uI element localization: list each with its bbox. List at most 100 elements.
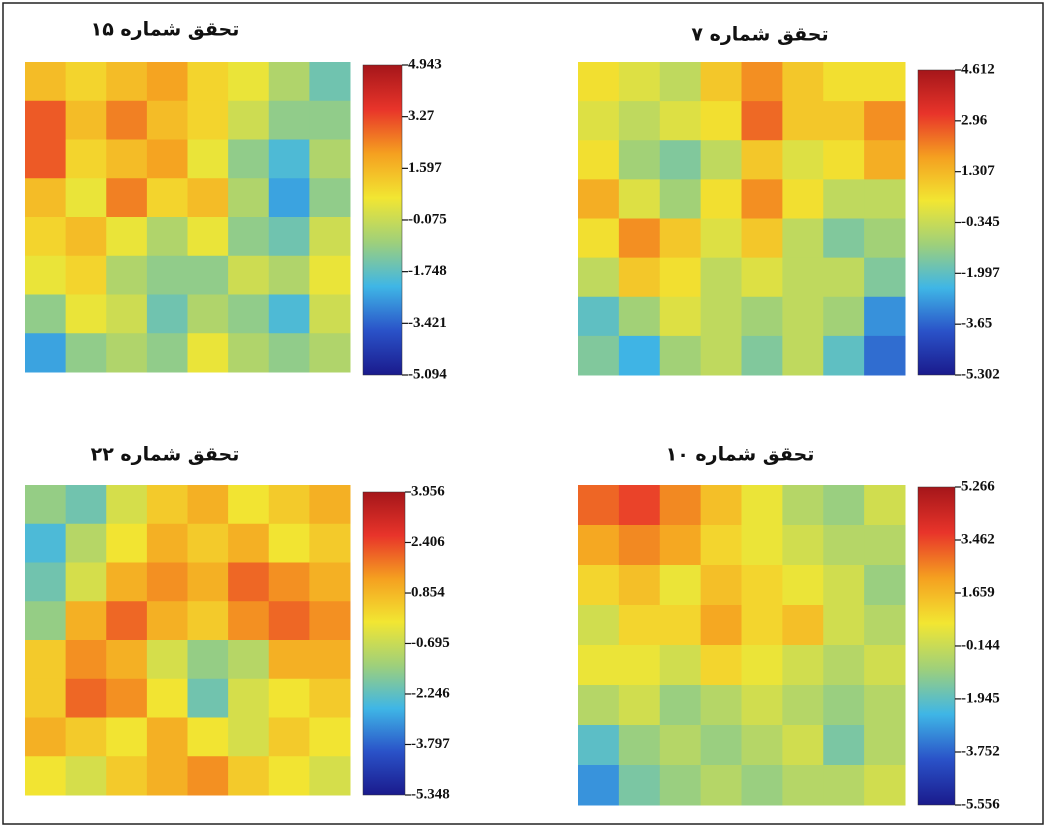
heatmap-cell <box>146 62 188 102</box>
colorbar-tick-label: 1.659 <box>961 584 995 600</box>
colorbar <box>362 64 403 376</box>
heatmap-cell <box>823 179 865 219</box>
heatmap-cell <box>106 601 148 641</box>
heatmap-cell <box>25 717 67 757</box>
colorbar-tick-label: -3.421 <box>408 315 447 331</box>
colorbar-tick-label: -0.345 <box>961 214 1000 230</box>
heatmap-cell <box>228 178 270 218</box>
colorbar-tick-label: -0.144 <box>961 637 1000 653</box>
heatmap-cell <box>146 255 188 295</box>
heatmap-cell <box>106 485 148 525</box>
colorbar-tick-label: -3.752 <box>961 743 1000 759</box>
colorbar-tick-label: 1.597 <box>408 160 442 176</box>
heatmap-cell <box>228 601 270 641</box>
heatmap-cell <box>741 485 783 526</box>
heatmap-cell <box>578 335 620 376</box>
heatmap-cell <box>823 525 865 566</box>
heatmap-cell <box>700 525 742 566</box>
heatmap-cell <box>268 100 310 140</box>
heatmap-cell <box>864 525 906 566</box>
heatmap-cell <box>309 678 351 718</box>
heatmap-cell <box>578 565 620 606</box>
heatmap-cell <box>187 756 229 796</box>
heatmap-cell <box>864 218 906 259</box>
heatmap-cell <box>659 525 702 566</box>
heatmap-cell <box>659 179 702 219</box>
heatmap-cell <box>741 725 783 766</box>
heatmap-cell <box>65 178 107 218</box>
heatmap-cell <box>741 101 783 141</box>
heatmap-cell <box>618 179 661 219</box>
heatmap-cell <box>700 485 742 526</box>
heatmap-cell <box>578 765 620 806</box>
heatmap-cell <box>578 685 620 726</box>
heatmap-cell <box>782 140 824 180</box>
heatmap-cell <box>578 525 620 566</box>
heatmap-cell <box>25 255 67 295</box>
heatmap-cell <box>659 565 702 606</box>
heatmap-cell <box>187 178 229 218</box>
heatmap-cell <box>309 294 351 334</box>
heatmap-cell <box>659 62 702 102</box>
heatmap-cell <box>823 645 865 686</box>
heatmap-cell <box>741 605 783 646</box>
heatmap-cell <box>618 101 661 141</box>
heatmap-cell <box>823 565 865 606</box>
heatmap-cell <box>228 717 270 757</box>
heatmap-cell <box>228 678 270 718</box>
heatmap-cell <box>187 717 229 757</box>
heatmap-cell <box>187 139 229 179</box>
heatmap-cell <box>741 257 783 298</box>
heatmap-cell <box>146 139 188 179</box>
heatmap-cell <box>782 179 824 219</box>
heatmap-cell <box>823 296 865 337</box>
heatmap-cell <box>864 62 906 102</box>
heatmap-cell <box>741 218 783 259</box>
heatmap-cell <box>268 333 310 373</box>
colorbar-tick-label: -3.797 <box>411 736 450 752</box>
colorbar-tick-label: -5.302 <box>961 366 1000 382</box>
heatmap-cell <box>782 485 824 526</box>
heatmap-cell <box>187 333 229 373</box>
heatmap-cell <box>65 640 107 680</box>
heatmap-cell <box>823 765 865 806</box>
heatmap-cell <box>741 685 783 726</box>
heatmap-cell <box>309 485 351 525</box>
heatmap-cell <box>106 562 148 602</box>
colorbar <box>917 486 956 806</box>
heatmap-cell <box>25 294 67 334</box>
colorbar-tick-label: 3.27 <box>408 108 435 124</box>
chart-title: تحقق شماره ۱۵ <box>91 19 240 41</box>
colorbar-tick-label: -3.65 <box>961 316 992 332</box>
colorbar <box>917 69 956 376</box>
heatmap-cell <box>659 335 702 376</box>
heatmap-cell <box>741 525 783 566</box>
heatmap-cell <box>782 645 824 686</box>
heatmap-cell <box>309 523 351 563</box>
heatmap-cell <box>578 485 620 526</box>
heatmap-cell <box>659 296 702 337</box>
colorbar-tick-label: 2.406 <box>411 534 445 550</box>
heatmap-cell <box>782 101 824 141</box>
heatmap-cell <box>782 218 824 259</box>
heatmap-cell <box>268 485 310 525</box>
heatmap-cell <box>578 62 620 102</box>
heatmap-cell <box>618 62 661 102</box>
heatmap-cell <box>65 333 107 373</box>
chart-title: تحقق شماره ۱۰ <box>666 444 815 466</box>
heatmap-cell <box>146 640 188 680</box>
heatmap-cell <box>864 605 906 646</box>
heatmap-cell <box>146 562 188 602</box>
heatmap-cell <box>187 562 229 602</box>
heatmap-cell <box>268 717 310 757</box>
colorbar-tick-label: 3.462 <box>961 531 995 547</box>
heatmap-cell <box>659 257 702 298</box>
heatmap-cell <box>309 62 351 102</box>
heatmap-cell <box>864 257 906 298</box>
heatmap-cell <box>309 717 351 757</box>
heatmap-cell <box>25 756 67 796</box>
colorbar-tick-label: -2.246 <box>411 685 450 701</box>
heatmap-cell <box>65 678 107 718</box>
heatmap-cell <box>741 335 783 376</box>
heatmap-cell <box>268 255 310 295</box>
